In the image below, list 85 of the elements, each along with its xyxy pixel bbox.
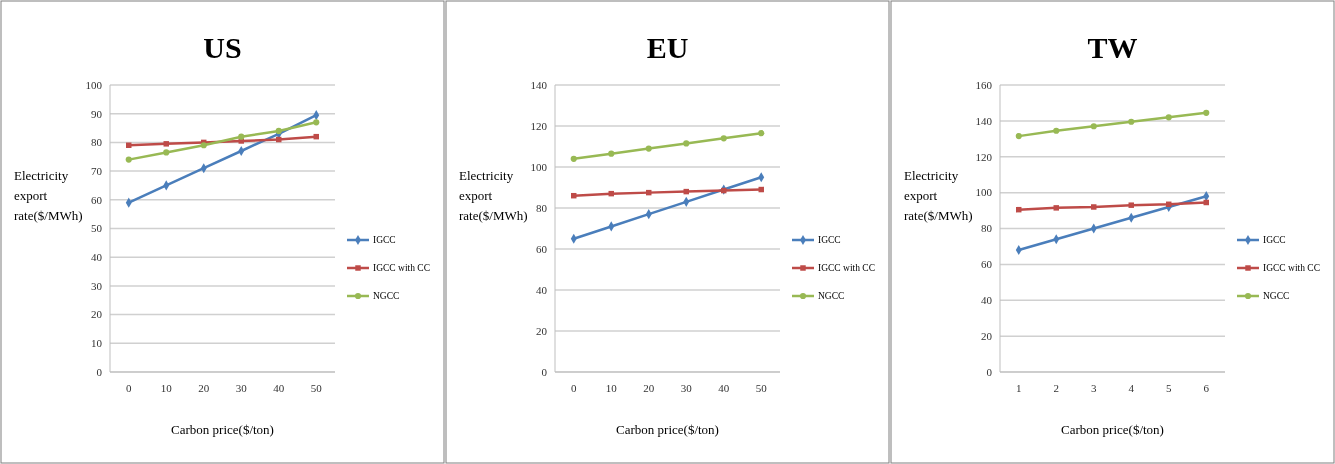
legend-label: IGCC with CC [373,263,431,274]
point [238,133,245,140]
x-tick-label: 40 [718,382,730,394]
y-axis-title: Electricity export rate($/MWh) [904,168,973,223]
x-tick-label: 0 [126,382,132,394]
point [1128,118,1135,125]
point [683,140,690,147]
y-tick-label: 100 [975,186,993,199]
x-tick-label: 20 [643,382,655,394]
y-tick-label: 60 [536,242,548,255]
y-tick-label: 100 [85,78,103,91]
x-tick-label: 40 [273,382,285,394]
point [1090,123,1097,130]
point [758,130,765,137]
y-tick-label: 20 [91,308,103,321]
y-tick-label: 80 [536,201,548,214]
y-tick-label: 50 [91,222,103,235]
x-tick-label: 50 [310,382,323,394]
y-tick-label: 120 [975,150,993,163]
x-tick-label: 30 [680,382,693,394]
point [275,127,282,134]
x-axis-title: Carbon price($/ton) [1061,422,1164,437]
legend-label: NGCC [1263,291,1290,302]
y-tick-label: 40 [981,294,993,307]
y-tick-label: 40 [91,251,103,264]
x-tick-label: 50 [755,382,768,394]
x-tick-label: 3 [1091,382,1097,394]
y-tick-label: 0 [96,365,103,378]
point [163,141,169,147]
point [313,119,320,126]
point [1015,133,1022,140]
legend-label: IGCC [818,235,841,246]
x-tick-label: 5 [1166,382,1172,394]
x-axis-title: Carbon price($/ton) [616,422,719,437]
chart-title: EU [646,31,689,64]
y-tick-label: 60 [981,258,993,271]
legend-label: IGCC [373,235,396,246]
y-tick-label: 70 [91,164,103,177]
y-tick-label: 90 [91,107,103,120]
y-axis-title: Electricity export rate($/MWh) [14,168,83,223]
legend-label: IGCC [1263,235,1286,246]
x-tick-label: 10 [605,382,618,394]
point [645,145,652,152]
y-tick-label: 30 [91,279,103,292]
point [1203,109,1210,116]
y-tick-label: 160 [975,78,993,91]
y-tick-label: 20 [536,324,548,337]
point [608,150,615,157]
point [720,135,727,142]
x-tick-label: 2 [1053,382,1059,394]
x-tick-label: 10 [160,382,173,394]
y-tick-label: 120 [530,119,548,132]
point [125,156,132,163]
point [1091,204,1097,210]
x-tick-label: 30 [235,382,248,394]
legend-label: IGCC with CC [818,263,876,274]
point [163,149,170,156]
y-tick-label: 140 [975,114,993,127]
point [1053,127,1060,134]
x-tick-label: 4 [1128,382,1135,394]
y-tick-label: 20 [981,329,993,342]
x-tick-label: 0 [571,382,577,394]
y-tick-label: 80 [981,222,993,235]
legend-label: IGCC with CC [1263,263,1321,274]
y-tick-label: 60 [91,193,103,206]
y-tick-label: 140 [530,78,548,91]
legend-label: NGCC [818,291,845,302]
y-tick-label: 0 [541,365,548,378]
point [1128,202,1134,208]
point [1165,114,1172,121]
y-tick-label: 80 [91,136,103,149]
x-tick-label: 20 [198,382,210,394]
point [1053,205,1059,211]
y-tick-label: 0 [986,365,993,378]
x-tick-label: 6 [1203,382,1210,394]
chart-title: TW [1087,31,1138,64]
x-axis-title: Carbon price($/ton) [171,422,274,437]
chart-title: US [203,31,242,64]
y-tick-label: 10 [91,337,103,350]
x-tick-label: 1 [1016,382,1022,394]
point [570,155,577,162]
y-axis-title: Electricity export rate($/MWh) [459,168,528,223]
y-tick-label: 100 [530,160,548,173]
y-tick-label: 40 [536,283,548,296]
legend-label: NGCC [373,291,400,302]
